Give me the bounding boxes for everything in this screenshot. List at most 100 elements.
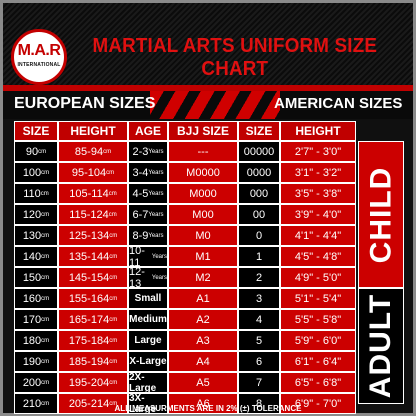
- cell-text: X-Large: [129, 356, 167, 367]
- cell-text: 155-164: [68, 292, 110, 305]
- cell-bjj: M000: [168, 183, 238, 204]
- unit-superscript: cm: [41, 253, 50, 260]
- table-row: 180 cm 175-184 cm Large A3 5 5'9" - 6'0": [14, 330, 356, 351]
- cell-text: 210: [22, 397, 42, 410]
- cell-us-height: 5'1" - 5'4": [280, 288, 356, 309]
- cell-text: M0: [195, 229, 211, 242]
- header: M.A.R INTERNATIONAL MARTIAL ARTS UNIFORM…: [3, 3, 413, 89]
- unit-superscript: Years: [148, 169, 164, 176]
- cell-text: 12-13: [129, 265, 145, 290]
- cell-text: Medium: [129, 314, 167, 325]
- cell-size: 190 cm: [14, 351, 58, 372]
- cell-height: 95-104 cm: [58, 162, 128, 183]
- unit-superscript: cm: [41, 211, 50, 218]
- cell-age: 3-4 Years: [128, 162, 168, 183]
- col-header-height: HEIGHT: [58, 121, 128, 141]
- cell-text: 175-184: [68, 334, 110, 347]
- cell-us-size: 8: [238, 393, 280, 414]
- cell-text: 0000: [246, 166, 272, 179]
- cell-text: 2'7" - 3'0": [294, 145, 342, 158]
- unit-superscript: Years: [148, 211, 164, 218]
- cell-us-size: 7: [238, 372, 280, 393]
- cell-text: 5'1" - 5'4": [294, 292, 342, 305]
- cell-bjj: M00: [168, 204, 238, 225]
- col-header-us-size: SIZE: [238, 121, 280, 141]
- cell-text: 6: [255, 355, 263, 368]
- cell-size: 210 cm: [14, 393, 58, 414]
- cell-text: Small: [134, 293, 162, 304]
- cell-us-size: 1: [238, 246, 280, 267]
- cell-text: 150: [22, 271, 42, 284]
- unit-superscript: cm: [103, 148, 112, 155]
- col-header-size: SIZE: [14, 121, 58, 141]
- cell-text: 145-154: [68, 271, 110, 284]
- cell-age: 10-11 Years: [128, 244, 168, 269]
- cell-text: 1: [255, 250, 263, 263]
- cell-us-height: 4'5" - 4'8": [280, 246, 356, 267]
- cell-us-size: 0000: [238, 162, 280, 183]
- table-row: 150 cm 145-154 cm 12-13 Years M2 2 4'9" - 5'0": [14, 265, 356, 290]
- cell-us-height: 3'1" - 3'2": [280, 162, 356, 183]
- cell-us-size: 000: [238, 183, 280, 204]
- cell-height: 185-194 cm: [58, 351, 128, 372]
- cell-text: 0: [255, 229, 263, 242]
- cell-text: 4: [255, 313, 263, 326]
- col-header-bjj-size: BJJ SIZE: [168, 121, 238, 141]
- cell-size: 170 cm: [14, 309, 58, 330]
- unit-superscript: cm: [109, 358, 118, 365]
- cell-text: ---: [197, 145, 209, 158]
- unit-superscript: cm: [41, 274, 50, 281]
- cell-us-size: 00: [238, 204, 280, 225]
- cell-bjj: M1: [168, 246, 238, 267]
- unit-superscript: cm: [40, 190, 49, 197]
- cell-age: 3X-Large: [128, 393, 168, 415]
- cell-text: 140: [22, 250, 42, 263]
- cell-text: M1: [195, 250, 211, 263]
- cell-text: 6'5" - 6'8": [294, 376, 342, 389]
- cell-text: 160: [22, 292, 42, 305]
- cell-size: 140 cm: [14, 246, 58, 267]
- cell-text: A4: [196, 355, 210, 368]
- cell-text: 3'1" - 3'2": [294, 166, 342, 179]
- cell-size: 100 cm: [14, 162, 58, 183]
- cell-us-height: 6'9" - 7'0": [280, 393, 356, 414]
- cell-bjj: M0000: [168, 162, 238, 183]
- cell-text: 170: [22, 313, 42, 326]
- cell-age: 2-3 Years: [128, 141, 168, 162]
- table-row: 190 cm 185-194 cm X-Large A4 6 6'1" - 6'4": [14, 351, 356, 372]
- unit-superscript: cm: [109, 274, 118, 281]
- cell-text: 105-114: [69, 187, 109, 200]
- table-row: 160 cm 155-164 cm Small A1 3 5'1" - 5'4": [14, 288, 356, 309]
- decorative-stripes: [150, 91, 280, 119]
- col-header-us-height: HEIGHT: [280, 121, 356, 141]
- cell-size: 150 cm: [14, 267, 58, 288]
- cell-height: 175-184 cm: [58, 330, 128, 351]
- cell-text: 000: [249, 187, 269, 200]
- cell-size: 120 cm: [14, 204, 58, 225]
- cell-text: 7: [255, 376, 263, 389]
- unit-superscript: cm: [109, 337, 118, 344]
- cell-text: 5: [255, 334, 263, 347]
- cell-bjj: A1: [168, 288, 238, 309]
- cell-size: 130 cm: [14, 225, 58, 246]
- unit-superscript: cm: [109, 253, 118, 260]
- cell-height: 115-124 cm: [58, 204, 128, 225]
- table-row: 140 cm 135-144 cm 10-11 Years M1 1 4'5" - 4'8": [14, 244, 356, 269]
- cell-text: 8-9: [132, 229, 149, 242]
- cell-text: A2: [196, 313, 210, 326]
- table-row: 200 cm 195-204 cm 2X-Large A5 7 6'5" - 6'8": [14, 372, 356, 394]
- unit-superscript: Years: [151, 253, 167, 260]
- unit-superscript: cm: [41, 400, 50, 407]
- cell-bjj: A3: [168, 330, 238, 351]
- unit-superscript: Years: [151, 274, 167, 281]
- cell-us-height: 4'9" - 5'0": [280, 267, 356, 288]
- cell-height: 135-144 cm: [58, 246, 128, 267]
- cell-text: 6'1" - 6'4": [294, 355, 342, 368]
- cell-us-height: 2'7" - 3'0": [280, 141, 356, 162]
- cell-us-size: 0: [238, 225, 280, 246]
- unit-superscript: cm: [41, 232, 50, 239]
- cell-text: 00000: [243, 145, 275, 158]
- unit-superscript: Years: [148, 148, 164, 155]
- cell-text: 00: [252, 208, 266, 221]
- cell-text: 10-11: [129, 244, 145, 269]
